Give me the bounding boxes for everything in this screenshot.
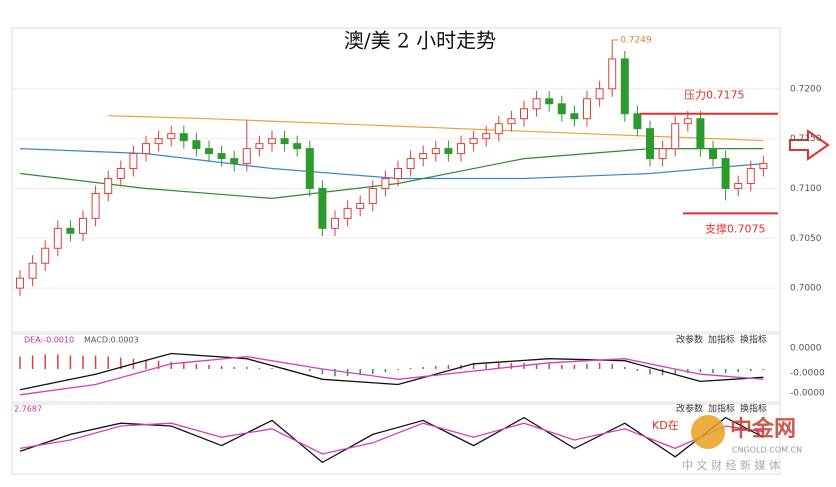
candle-body bbox=[293, 143, 302, 150]
candle-body bbox=[129, 153, 138, 170]
candle-body bbox=[532, 98, 541, 110]
main-panel bbox=[11, 27, 781, 333]
candle-body bbox=[28, 262, 37, 279]
candle-body bbox=[280, 138, 289, 145]
candle-body bbox=[356, 202, 365, 209]
watermark-logo-icon bbox=[691, 415, 725, 449]
y-tick-label: 0.7100 bbox=[790, 184, 822, 194]
panel-button[interactable]: 加指标 bbox=[708, 334, 735, 346]
candle-body bbox=[167, 133, 176, 140]
level-label: 支撑0.7075 bbox=[705, 221, 766, 235]
candle-body bbox=[268, 138, 276, 145]
peak-label: 0.7249 bbox=[620, 35, 652, 45]
y-tick-label: 0.7000 bbox=[790, 284, 822, 294]
candle-body bbox=[217, 153, 226, 160]
candle-body bbox=[142, 143, 150, 155]
arrow bbox=[789, 129, 830, 161]
candle-body bbox=[457, 143, 465, 155]
candle-body bbox=[444, 148, 453, 155]
candle-body bbox=[494, 123, 503, 135]
kd-panel bbox=[11, 403, 781, 475]
candle-body bbox=[154, 138, 163, 145]
watermark-slogan: 中 文 财 经 新 媒 体 bbox=[682, 458, 780, 472]
candle-body bbox=[520, 108, 528, 120]
candle-body bbox=[91, 192, 100, 219]
macd-line bbox=[19, 352, 764, 391]
candle-body bbox=[381, 178, 390, 189]
candle-body bbox=[242, 148, 251, 165]
y-tick-label: 0.7150 bbox=[790, 134, 822, 144]
candle-body bbox=[595, 88, 604, 100]
candle-body bbox=[318, 187, 327, 229]
candle-body bbox=[192, 140, 201, 150]
candle-body bbox=[255, 143, 264, 150]
y-tick-label: -0.0000 bbox=[790, 389, 825, 399]
candle-body bbox=[759, 163, 768, 170]
candle-body bbox=[179, 133, 188, 142]
candle-body bbox=[557, 103, 566, 115]
candle-body bbox=[343, 207, 352, 219]
candle-body bbox=[545, 98, 554, 105]
candle-body bbox=[368, 187, 377, 204]
candle-body bbox=[419, 153, 428, 160]
candle-body bbox=[79, 217, 87, 234]
candle-body bbox=[633, 113, 642, 130]
panel-button[interactable]: 换指标 bbox=[740, 334, 767, 346]
macd-line bbox=[19, 355, 764, 396]
level-label: 压力0.7175 bbox=[684, 89, 745, 102]
candle-body bbox=[671, 123, 680, 150]
candle-body bbox=[431, 148, 440, 155]
legend-entry: 2.7687 bbox=[14, 405, 42, 414]
candle-body bbox=[620, 58, 629, 115]
legend-entry: DEA:-0.0010 bbox=[24, 336, 74, 345]
y-tick-label: 0.0000 bbox=[790, 344, 822, 354]
candle-body bbox=[116, 168, 125, 180]
candle-body bbox=[683, 118, 692, 125]
candle-body bbox=[734, 182, 743, 189]
panel-button[interactable]: 换指标 bbox=[740, 403, 767, 415]
candle-body bbox=[746, 168, 755, 184]
candle-body bbox=[394, 168, 402, 180]
candle-body bbox=[104, 178, 113, 194]
kd-line bbox=[19, 422, 764, 455]
y-tick-label: -0.0000 bbox=[790, 369, 825, 379]
candle-body bbox=[230, 158, 239, 165]
panel-button[interactable]: 加指标 bbox=[708, 403, 735, 415]
candle-body bbox=[53, 227, 62, 249]
macd-panel bbox=[11, 333, 781, 403]
y-tick-label: 0.7050 bbox=[790, 234, 822, 244]
legend-entry: MACD:0.0003 bbox=[84, 336, 139, 345]
watermark-site: CNGOLD.COM.CN bbox=[732, 446, 802, 455]
candle-body bbox=[305, 148, 314, 189]
candle-body bbox=[406, 158, 415, 170]
panel-button[interactable]: 改参数 bbox=[676, 334, 703, 346]
candle-body bbox=[331, 217, 339, 229]
candle-body bbox=[608, 58, 617, 90]
candle-body bbox=[721, 158, 730, 189]
candle-body bbox=[570, 113, 579, 120]
candle-body bbox=[696, 118, 705, 150]
candle-body bbox=[646, 128, 654, 160]
candle-body bbox=[41, 247, 50, 264]
candle-body bbox=[709, 148, 717, 160]
panel-button[interactable]: 改参数 bbox=[676, 403, 703, 415]
moving-average bbox=[108, 115, 764, 142]
candle-body bbox=[469, 138, 478, 145]
candle-body bbox=[482, 133, 491, 140]
candle-body bbox=[205, 148, 213, 155]
chart-title: 澳/美 2 小时走势 bbox=[344, 29, 496, 53]
candle-body bbox=[16, 277, 24, 289]
watermark-logo: 中金网 bbox=[730, 416, 796, 442]
candle-body bbox=[66, 227, 75, 234]
kd-note: KD在 bbox=[652, 419, 679, 432]
y-tick-label: 0.7200 bbox=[790, 84, 822, 94]
candle-body bbox=[507, 118, 516, 125]
candle-body bbox=[658, 148, 667, 160]
candle-body bbox=[583, 98, 591, 120]
